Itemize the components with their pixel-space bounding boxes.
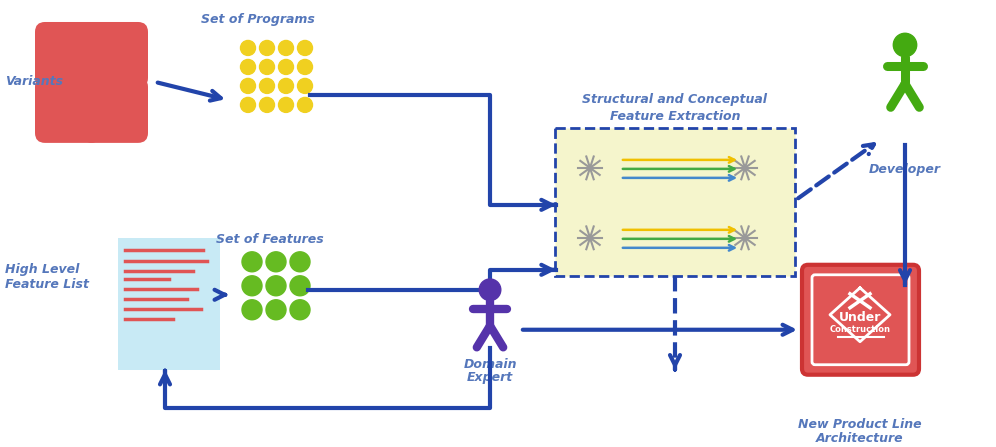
Circle shape <box>279 41 294 55</box>
FancyBboxPatch shape <box>82 22 148 88</box>
Circle shape <box>290 252 310 272</box>
FancyBboxPatch shape <box>35 77 101 143</box>
Circle shape <box>279 78 294 93</box>
FancyBboxPatch shape <box>35 22 101 88</box>
Text: High Level: High Level <box>5 263 80 276</box>
Circle shape <box>298 41 313 55</box>
Text: Variants: Variants <box>5 76 63 89</box>
Circle shape <box>479 279 501 300</box>
Circle shape <box>298 97 313 112</box>
FancyBboxPatch shape <box>555 128 795 276</box>
Text: Set of Features: Set of Features <box>216 233 324 246</box>
Circle shape <box>298 78 313 93</box>
Circle shape <box>240 59 256 75</box>
Circle shape <box>266 276 286 296</box>
Circle shape <box>279 97 294 112</box>
Text: Expert: Expert <box>467 371 513 384</box>
Text: New Product Line: New Product Line <box>798 418 922 431</box>
Circle shape <box>242 252 262 272</box>
Circle shape <box>240 97 256 112</box>
Circle shape <box>242 300 262 320</box>
Circle shape <box>260 78 275 93</box>
Circle shape <box>893 33 916 57</box>
Circle shape <box>240 78 256 93</box>
Text: Structural and Conceptual: Structural and Conceptual <box>583 93 768 106</box>
Circle shape <box>260 41 275 55</box>
Circle shape <box>298 59 313 75</box>
Circle shape <box>266 252 286 272</box>
Text: Under: Under <box>839 311 881 324</box>
Text: Domain: Domain <box>463 358 517 371</box>
Circle shape <box>266 300 286 320</box>
FancyBboxPatch shape <box>802 265 919 375</box>
Text: Feature Extraction: Feature Extraction <box>610 110 740 123</box>
Circle shape <box>242 276 262 296</box>
Text: Construction: Construction <box>830 325 890 334</box>
Circle shape <box>279 59 294 75</box>
Circle shape <box>240 41 256 55</box>
Circle shape <box>290 300 310 320</box>
Text: Architecture: Architecture <box>816 432 903 445</box>
Circle shape <box>260 97 275 112</box>
Circle shape <box>260 59 275 75</box>
Text: Set of Programs: Set of Programs <box>201 13 315 26</box>
FancyBboxPatch shape <box>82 77 148 143</box>
Circle shape <box>290 276 310 296</box>
Text: Feature List: Feature List <box>5 278 89 291</box>
Text: Developer: Developer <box>869 163 941 177</box>
FancyBboxPatch shape <box>118 238 220 370</box>
